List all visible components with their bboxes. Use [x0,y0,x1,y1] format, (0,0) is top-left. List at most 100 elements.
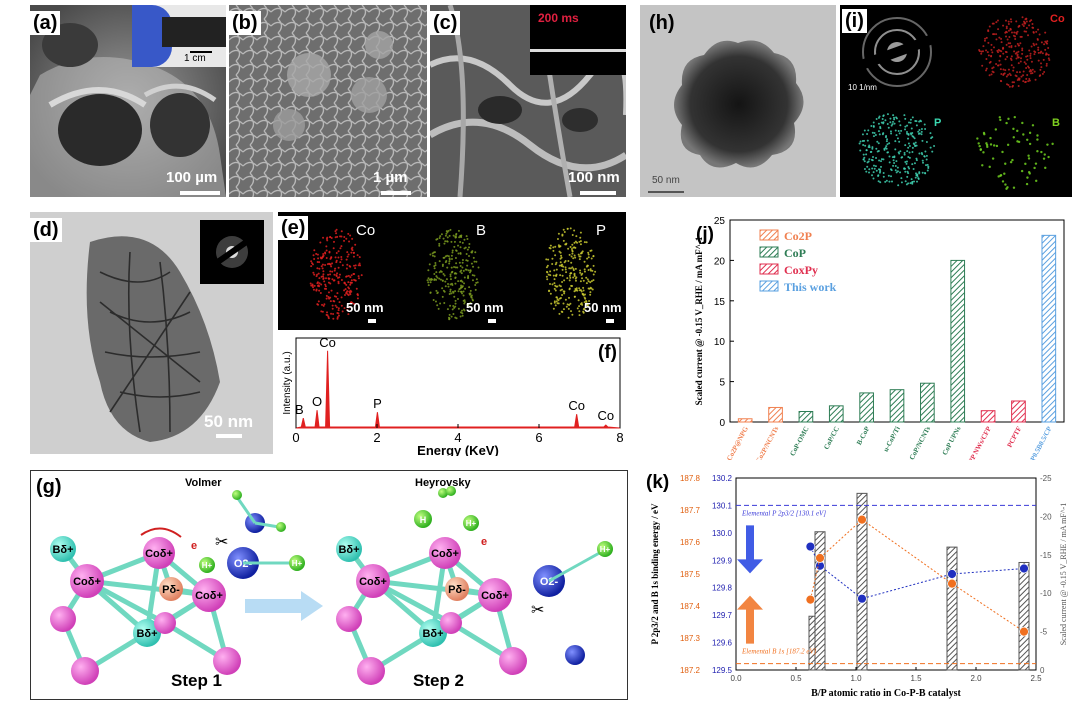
hydrogen-atom [289,555,305,571]
atom [154,612,176,634]
k-ytick-orange: 187.7 [680,506,701,515]
j-legend-swatch [759,280,779,292]
j-category-label: Co2P/NCNTs [754,425,780,460]
panel-g-diagram: Bδ+ Coδ+ Coδ+ Coδ+ Bδ+ Pδ- Bδ+ Coδ+ Coδ+ Coδ+ Bδ+ P… [50,486,613,685]
hydrogen-label: H+ [466,519,477,528]
k-ytick-right: -5 [1040,628,1048,637]
atom [133,619,161,647]
j-category-label: B-CoP [855,425,872,447]
j-ylabel: Scaled current @ -0.15 V_RHE / mA mF^-1 [694,236,704,405]
j-bar [768,406,783,423]
k-ytick-blue: 129.6 [712,639,733,648]
k-point [815,553,825,563]
atom-label: Bδ+ [136,628,157,640]
h2-atom [446,486,456,496]
panel-e-b-scale: 50 nm [466,300,504,315]
f-peak-label: O [312,394,322,409]
j-category-label: CoP UPNs [941,425,963,457]
k-panel-label: (k) [646,472,669,493]
k-ytick-orange: 187.4 [680,602,701,611]
k-xtick-label: 2.5 [1030,674,1042,683]
panel-c: 200 ms (c) 100 nm [430,5,626,197]
f-tick-label: 2 [373,430,380,445]
k-point [947,569,957,579]
j-legend-swatch [759,229,779,241]
j-bar [1011,400,1026,423]
atom [192,578,226,612]
panel-a-scale-text: 100 µm [166,169,218,186]
atom [336,606,362,632]
k-ytick-blue: 129.9 [712,556,733,565]
j-legend-label: CoP [784,246,806,260]
hydrogen-label: H+ [600,545,611,554]
panel-e-p-label: P [596,222,607,239]
atom-label: Coδ+ [73,576,101,588]
f-panel-label: (f) [598,342,617,363]
k-point [857,514,867,525]
k-ytick-right: -25 [1040,474,1052,483]
j-category-label: u-CoP/Ti [882,425,902,453]
k-bar [856,492,868,671]
k-point [1019,626,1029,637]
hydrogen-atom [199,557,215,573]
k-blue-arrow [737,525,763,574]
f-tick-label: 4 [454,430,461,445]
j-bar [1041,234,1057,423]
atom [70,564,104,598]
j-frame [729,219,1065,423]
atom [356,564,390,598]
panel-c-scale-text: 100 nm [568,169,620,186]
panel-b-scale-text: 1 µm [373,169,408,186]
j-tick-label: 20 [714,256,726,267]
k-xtick-label: 1.5 [910,674,922,683]
panel-h-label: (h) [649,12,675,34]
f-tick-label: 0 [292,430,299,445]
panel-g-label: (g) [33,475,65,499]
k-ytick-right: -20 [1040,512,1052,521]
k-ytick-blue: 129.7 [712,611,733,620]
f-peak-label: P [373,396,382,411]
panel-f-chart: BO Co P Co Co 0 2 4 6 8 Energy (KeV) Intensity (a.u… [282,335,624,456]
k-frame [735,477,1037,671]
j-bar [798,410,814,423]
j-bar [828,405,844,423]
panel-b-label: (b) [229,11,261,35]
k-xtick-label: 2.0 [970,674,982,683]
j-bar [950,259,966,423]
atom [159,577,183,601]
j-category-label: CoP/CC [822,425,841,451]
panel-e: Co B P 50 nm 50 nm 50 nm (e) [278,212,626,330]
panel-e-map-p [512,212,625,330]
water-hydrogen [276,522,286,532]
k-ytick-orange: 187.2 [680,666,701,675]
panel-i: 10 1/nm Co P B (i) [840,5,1072,197]
j-tick-label: 10 [714,337,726,348]
f-peak-label: Co [319,335,336,350]
panel-g: Bδ+ Coδ+ Coδ+ Coδ+ Bδ+ Pδ- Bδ+ Coδ+ Coδ+ Coδ+ Bδ+ P… [30,470,628,700]
heyrovsky-label: Heyrovsky [415,477,471,489]
f-peak-label: Co [568,398,585,413]
j-bar [859,392,874,423]
j-bar [889,389,905,423]
f-peak-label: B [295,402,304,417]
scissors-icon: ✂ [531,602,544,619]
j-legend-label: This work [784,280,837,294]
bond [254,521,280,529]
j-category-label: Co2P0.5B0.5/CP [1023,425,1054,460]
panel-i-map-co-label: Co [1050,13,1065,25]
panel-d: (d) 50 nm [30,212,273,454]
j-category-label: PCPTF [1006,425,1024,449]
k-xtick-label: 0.5 [790,674,802,683]
h2-atom [438,488,448,498]
panel-j-chart: 0 5 10 15 20 25 Co2P@NPG Co2P/NCNTs CoP-OMC CoP/C… [694,216,1065,460]
panel-e-p-scale-bar [606,319,614,323]
panel-e-b-scale-bar [488,319,496,323]
atom [71,657,99,685]
k-ytick-right: 0 [1040,666,1045,675]
electron-label: e [191,540,197,552]
panel-b: (b) 1 µm [229,5,427,197]
k-ytick-orange: 187.8 [680,474,701,483]
panel-e-co-scale-bar [368,319,376,323]
atom [50,536,76,562]
panel-a-scale-bar [180,191,220,195]
